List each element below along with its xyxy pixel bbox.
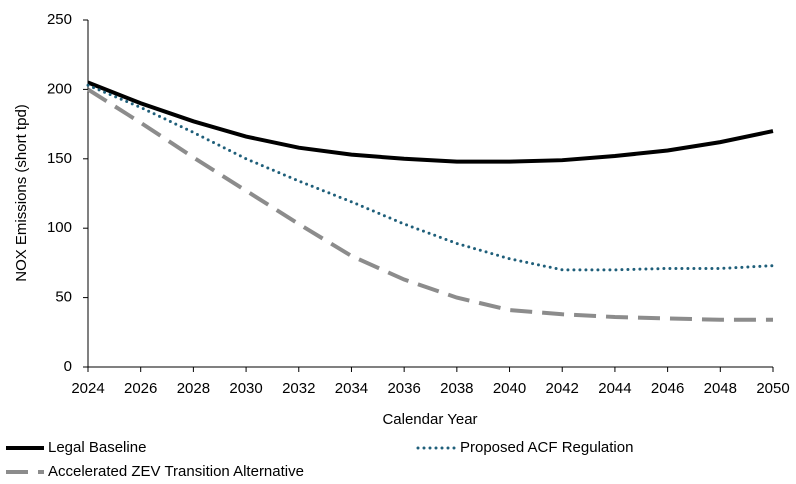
- y-tick-label: 250: [47, 11, 72, 28]
- x-tick-label: 2036: [387, 380, 420, 397]
- y-axis-label: NOX Emissions (short tpd): [13, 104, 30, 282]
- x-tick-label: 2042: [546, 380, 579, 397]
- y-tick-label: 200: [47, 80, 72, 97]
- x-tick-label: 2030: [229, 380, 262, 397]
- x-tick-label: 2032: [282, 380, 315, 397]
- series-line: [86, 83, 775, 272]
- x-tick-label: 2038: [440, 380, 473, 397]
- x-tick-label: 2050: [756, 380, 789, 397]
- series-line: [86, 87, 773, 322]
- x-tick-label: 2028: [177, 380, 210, 397]
- y-tick-label: 150: [47, 150, 72, 167]
- x-tick-label: 2044: [598, 380, 631, 397]
- legend-label: Accelerated ZEV Transition Alternative: [48, 463, 304, 480]
- x-axis-label: Calendar Year: [382, 411, 477, 428]
- x-tick-label: 2046: [651, 380, 684, 397]
- y-tick-label: 100: [47, 219, 72, 236]
- x-tick-label: 2034: [335, 380, 368, 397]
- x-tick-label: 2048: [704, 380, 737, 397]
- x-tick-label: 2024: [71, 380, 104, 397]
- y-tick-label: 50: [55, 289, 72, 306]
- legend-label: Legal Baseline: [48, 439, 146, 456]
- x-tick-label: 2040: [493, 380, 526, 397]
- y-tick-label: 0: [64, 358, 72, 375]
- x-tick-label: 2026: [124, 380, 157, 397]
- series-line: [87, 80, 774, 164]
- legend-label: Proposed ACF Regulation: [460, 439, 633, 456]
